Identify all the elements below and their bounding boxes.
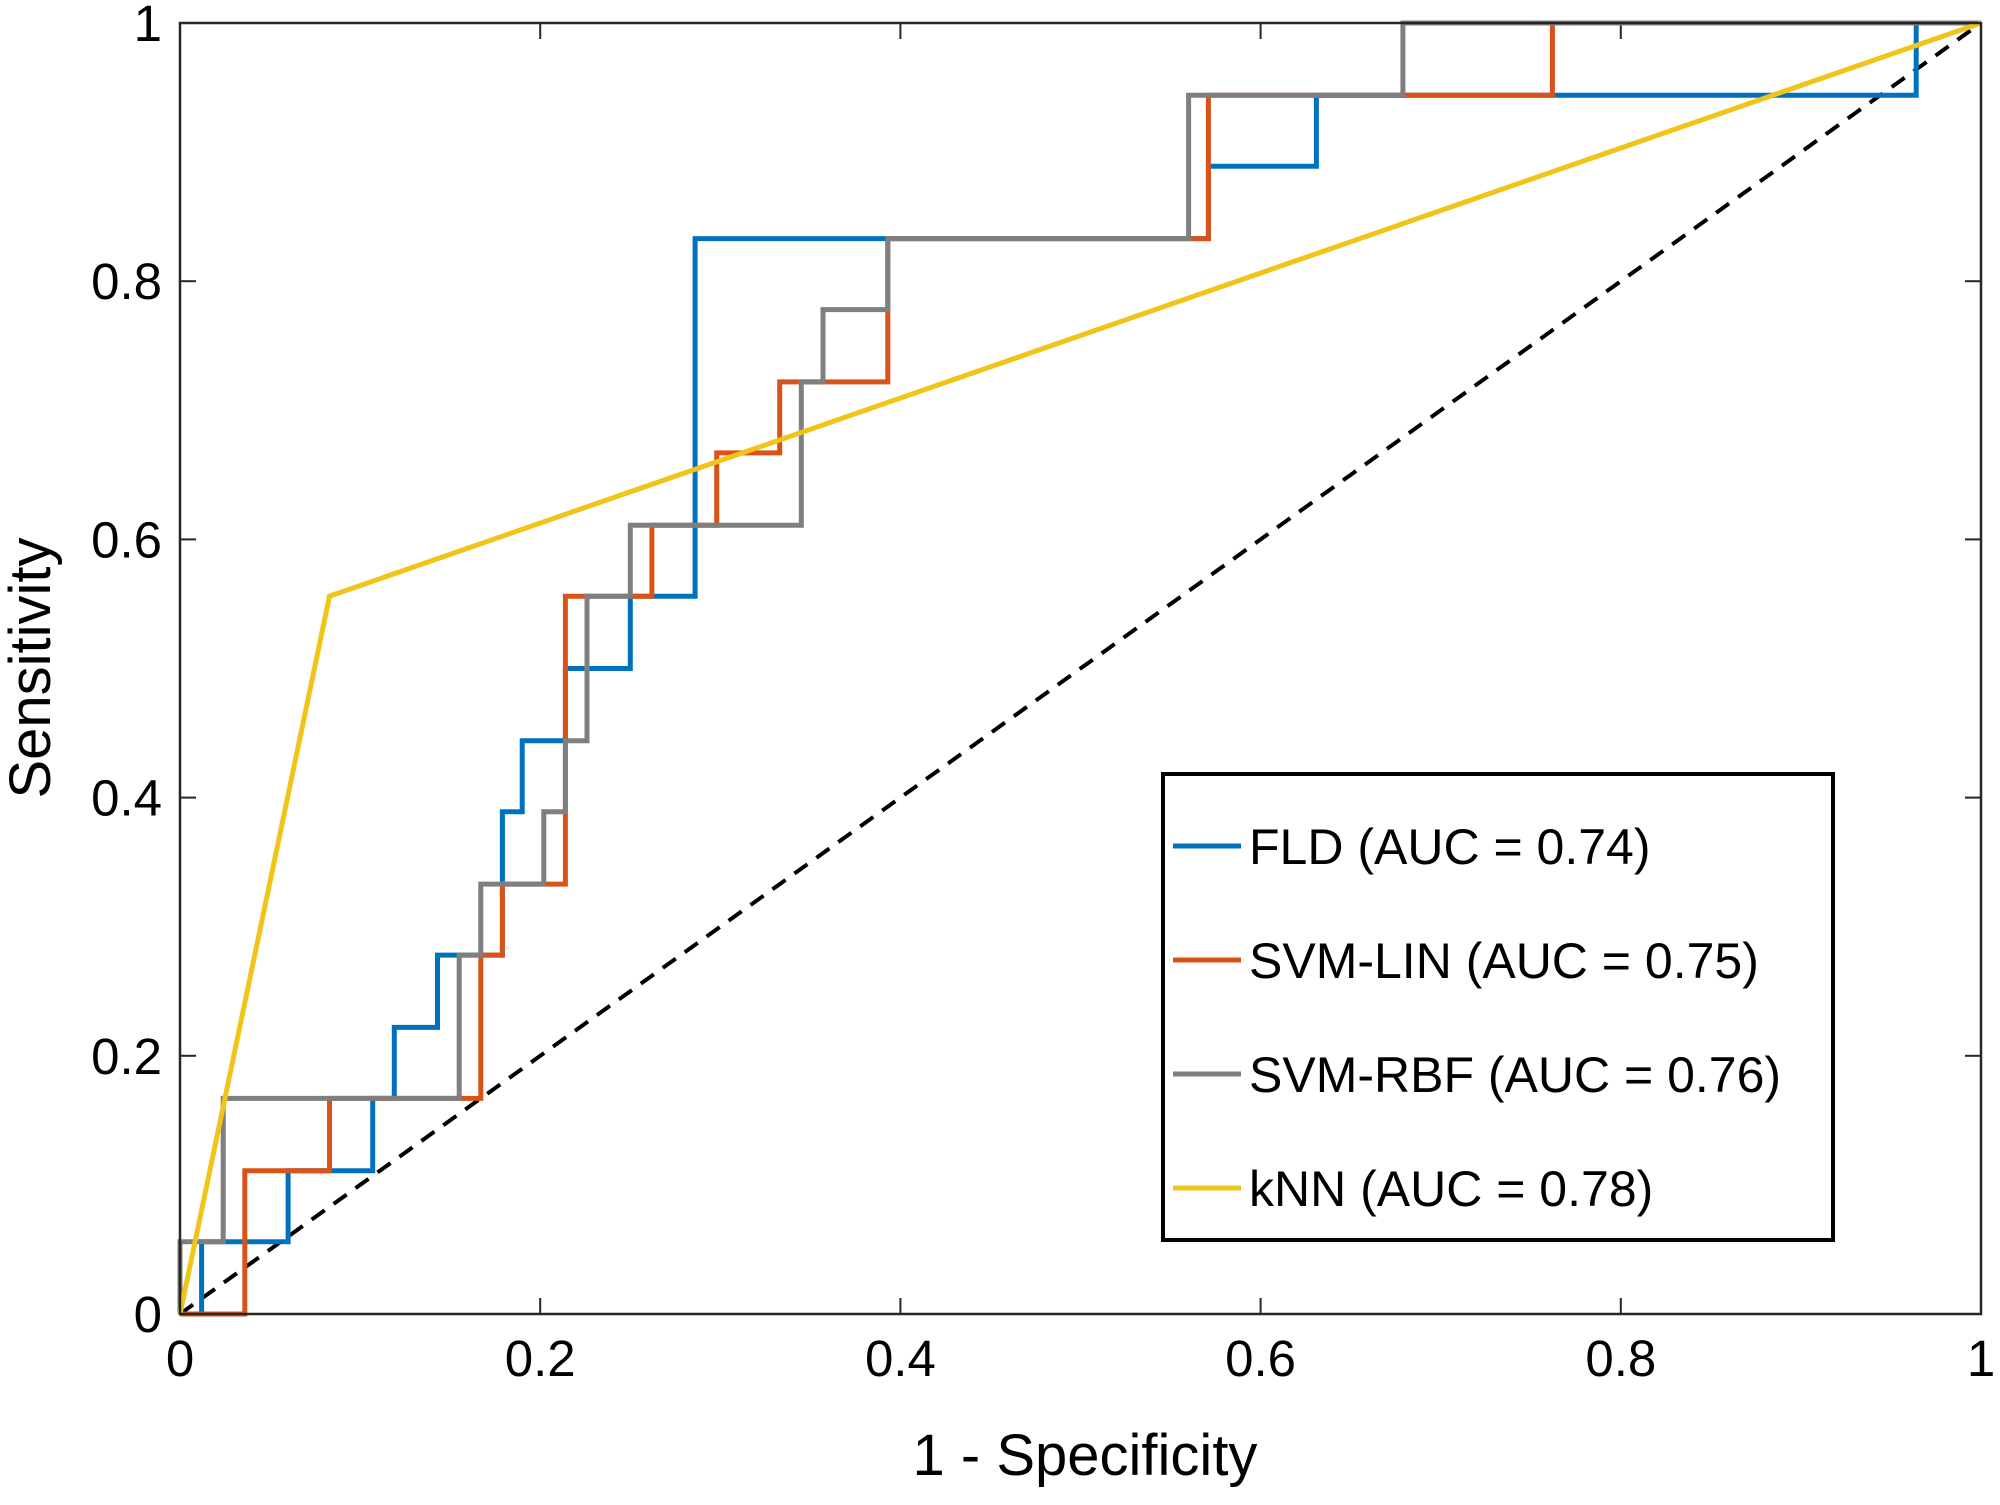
x-tick-label: 0.8 [1585,1330,1656,1387]
legend-label: SVM-LIN (AUC = 0.75) [1249,933,1759,989]
axes-box [178,21,1983,1316]
legend-box [1161,772,1835,1242]
y-axis-label: Sensitivity [0,537,63,798]
legend-label: FLD (AUC = 0.74) [1249,819,1651,875]
legend: FLD (AUC = 0.74) SVM-LIN (AUC = 0.75) SVM-… [1161,772,1835,1242]
roc-curve [177,20,1981,1314]
y-tick-label: 0.8 [91,253,162,310]
legend-label: SVM-RBF (AUC = 0.76) [1249,1047,1781,1103]
x-axis-label: 1 - Specificity [913,1423,1258,1488]
x-tick-label: 0.2 [505,1330,576,1387]
x-tick-label: 0.4 [865,1330,936,1387]
roc-curve [177,20,1982,1315]
x-tick-label: 0 [166,1330,194,1387]
y-tick-label: 0 [134,1286,162,1343]
chance-line [178,21,1983,1316]
y-tick-label: 1 [134,0,162,52]
y-tick-label: 0.2 [91,1028,162,1085]
legend-label: kNN (AUC = 0.78) [1249,1161,1653,1217]
x-tick-label: 1 [1967,1330,1995,1387]
y-tick-label: 0.6 [91,511,162,568]
roc-curve [180,20,1981,1317]
x-tick-label: 0.6 [1225,1330,1296,1387]
y-tick-label: 0.4 [91,770,162,827]
